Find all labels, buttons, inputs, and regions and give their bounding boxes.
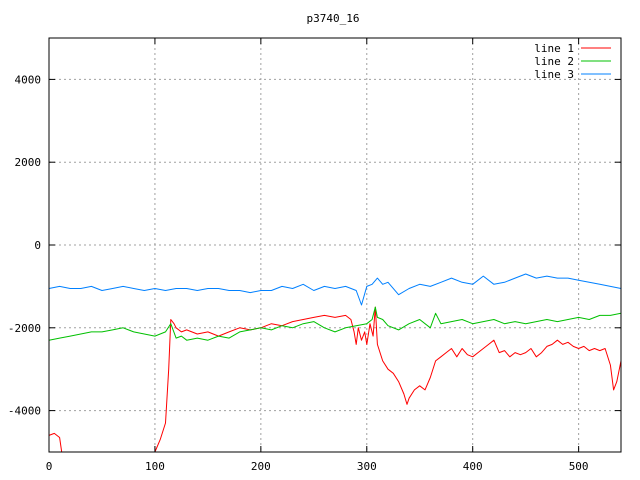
series-line-3 bbox=[48, 273, 622, 306]
series-line-1 bbox=[48, 306, 622, 453]
y-tick-label: -4000 bbox=[8, 405, 41, 418]
x-tick-label: 300 bbox=[357, 460, 377, 473]
x-tick-label: 500 bbox=[569, 460, 589, 473]
series-line-2 bbox=[48, 306, 622, 341]
series-layer bbox=[48, 273, 622, 453]
legend-label: line 1 bbox=[534, 42, 574, 55]
axes: 0 100 200 300 400 500 -4000 -2000 0 2000 4000 bbox=[8, 38, 621, 473]
legend-label: line 2 bbox=[534, 55, 574, 68]
grid bbox=[49, 38, 621, 452]
y-tick-label: 2000 bbox=[15, 156, 42, 169]
x-tick-label: 400 bbox=[463, 460, 483, 473]
chart-title: p3740_16 bbox=[307, 12, 360, 25]
y-tick-label: -2000 bbox=[8, 322, 41, 335]
y-tick-label: 4000 bbox=[15, 73, 42, 86]
x-tick-label: 100 bbox=[145, 460, 165, 473]
x-tick-label: 0 bbox=[46, 460, 53, 473]
legend-label: line 3 bbox=[534, 68, 574, 81]
x-tick-label: 200 bbox=[251, 460, 271, 473]
y-tick-label: 0 bbox=[34, 239, 41, 252]
